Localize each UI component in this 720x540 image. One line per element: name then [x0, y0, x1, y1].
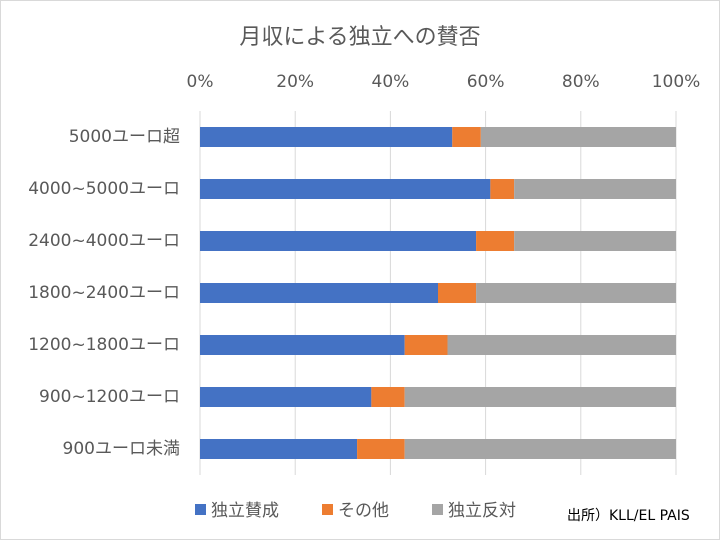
- legend-label: 独立賛成: [211, 501, 279, 521]
- y-tick-label: 900ユーロ未満: [63, 439, 180, 459]
- legend-swatch: [322, 504, 333, 515]
- bar-segment: [438, 283, 477, 303]
- bar-segment: [200, 439, 358, 459]
- bar-segment: [447, 335, 676, 355]
- x-tick-label: 100%: [652, 72, 701, 92]
- bar-segment: [480, 127, 676, 147]
- source-note: 出所）KLL/EL PAIS: [567, 508, 690, 524]
- legend-swatch: [432, 504, 443, 515]
- x-tick-label: 20%: [276, 72, 314, 92]
- x-tick-label: 60%: [467, 72, 505, 92]
- chart-title: 月収による独立への賛否: [239, 25, 480, 50]
- bar-segment: [476, 283, 676, 303]
- bar-segment: [200, 179, 491, 199]
- bar-segment: [514, 179, 676, 199]
- bar-segment: [514, 231, 676, 251]
- bar-segment: [371, 387, 405, 407]
- y-tick-label: 2400~4000ユーロ: [28, 231, 180, 251]
- bar-segment: [200, 127, 453, 147]
- bar-segment: [452, 127, 481, 147]
- bar-segment: [404, 387, 676, 407]
- x-tick-label: 80%: [562, 72, 600, 92]
- bar-segment: [404, 439, 676, 459]
- y-tick-label: 900~1200ユーロ: [39, 387, 180, 407]
- bar-segment: [200, 335, 405, 355]
- bar-segment: [200, 283, 438, 303]
- y-tick-label: 1800~2400ユーロ: [28, 283, 180, 303]
- x-tick-label: 40%: [372, 72, 410, 92]
- bar-segment: [490, 179, 515, 199]
- legend-label: 独立反対: [448, 501, 516, 521]
- bar-segment: [200, 231, 477, 251]
- x-tick-label: 0%: [187, 72, 214, 92]
- bar-segment: [404, 335, 448, 355]
- y-tick-label: 5000ユーロ超: [69, 127, 180, 147]
- bar-segment: [357, 439, 405, 459]
- bar-segment: [476, 231, 515, 251]
- y-tick-label: 4000~5000ユーロ: [28, 179, 180, 199]
- legend-swatch: [195, 504, 206, 515]
- y-tick-label: 1200~1800ユーロ: [28, 335, 180, 355]
- legend-label: その他: [338, 501, 389, 521]
- bar-segment: [200, 387, 372, 407]
